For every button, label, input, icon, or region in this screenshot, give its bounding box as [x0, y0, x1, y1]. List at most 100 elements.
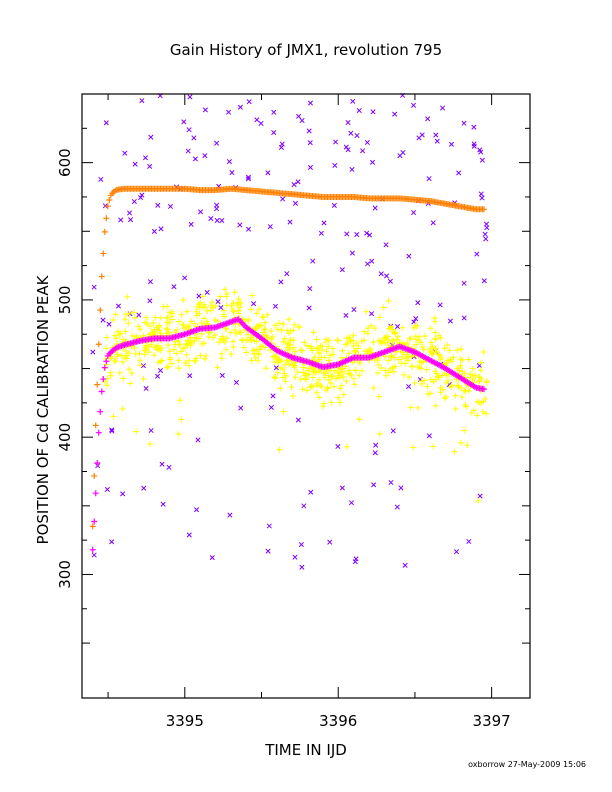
purple-point: [307, 140, 313, 146]
yellow-point: [457, 439, 464, 446]
yellow-point: [336, 399, 343, 406]
purple-point: [109, 539, 115, 545]
yellow-point: [452, 392, 459, 399]
purple-point: [364, 139, 370, 146]
yellow-point: [383, 372, 390, 379]
purple-point: [90, 349, 96, 355]
yellow-point: [462, 388, 469, 395]
yellow-point: [376, 314, 383, 321]
yellow-point: [155, 322, 162, 329]
purple-point: [151, 228, 157, 235]
purple-point: [209, 555, 215, 561]
yellow-point: [432, 368, 439, 375]
purple-point: [138, 195, 144, 201]
chart-title: Gain History of JMX1, revolution 795: [170, 41, 442, 59]
magenta-point: [480, 386, 487, 393]
yellow-point: [217, 293, 224, 300]
yellow-point: [387, 353, 394, 360]
purple-point: [378, 271, 384, 277]
yellow-point: [391, 330, 398, 337]
yellow-point: [350, 375, 357, 382]
yellow-point: [286, 316, 293, 323]
yellow-point: [389, 337, 396, 344]
yellow-point: [315, 344, 322, 351]
purple-point: [202, 107, 208, 113]
yellow-point: [280, 338, 287, 345]
purple-point: [440, 105, 446, 111]
yellow-point: [425, 391, 432, 398]
yellow-point: [196, 310, 203, 317]
yellow-point: [329, 345, 336, 352]
purple-point: [115, 303, 122, 309]
purple-point: [159, 461, 165, 467]
yellow-point: [137, 326, 144, 333]
yellow-point: [235, 295, 242, 302]
yellow-point: [256, 306, 263, 313]
yellow-point: [183, 351, 190, 358]
yellow-point: [124, 293, 131, 300]
yellow-point: [456, 367, 463, 374]
yellow-point: [335, 394, 342, 401]
yellow-point: [247, 334, 254, 341]
yellow-point: [155, 342, 162, 349]
yellow-point: [119, 358, 126, 365]
purple-point: [202, 153, 208, 159]
yellow-point: [158, 344, 165, 351]
yellow-point: [230, 338, 237, 345]
yellow-point: [103, 382, 110, 389]
yellow-point: [233, 330, 240, 337]
yellow-point: [309, 374, 316, 381]
magenta-point: [97, 408, 104, 415]
purple-point: [292, 200, 299, 206]
purple-point: [372, 205, 378, 211]
purple-point: [390, 428, 396, 434]
yellow-point: [209, 299, 216, 306]
purple-point: [461, 315, 467, 321]
purple-point: [332, 162, 338, 169]
yellow-point: [282, 378, 289, 385]
yellow-point: [407, 404, 414, 411]
yellow-point: [454, 347, 461, 354]
orange-series: [89, 185, 487, 530]
purple-point: [139, 192, 145, 198]
yellow-point: [423, 366, 430, 373]
purple-point: [308, 489, 314, 495]
yellow-point: [336, 372, 343, 379]
purple-point: [456, 170, 462, 176]
yellow-point: [410, 324, 417, 331]
yellow-point: [220, 311, 227, 318]
yellow-point: [291, 364, 298, 371]
yellow-point: [253, 338, 260, 345]
yellow-point: [334, 337, 341, 344]
yellow-point: [313, 336, 320, 343]
yellow-point: [353, 339, 360, 346]
yellow-point: [203, 352, 210, 359]
yellow-point: [230, 344, 237, 351]
yellow-point: [307, 384, 314, 391]
yellow-point: [180, 296, 187, 303]
yellow-point: [151, 352, 158, 359]
orange-point: [92, 422, 99, 429]
purple-point: [98, 176, 104, 182]
yellow-point: [131, 314, 138, 321]
yellow-point: [133, 333, 140, 340]
yellow-point: [309, 366, 316, 373]
purple-point: [268, 404, 274, 411]
purple-point: [411, 209, 417, 216]
purple-point: [296, 113, 302, 119]
yellow-point: [435, 373, 442, 380]
yellow-point: [392, 363, 399, 370]
purple-point: [254, 117, 260, 123]
yellow-point: [280, 366, 287, 373]
yellow-point: [483, 410, 490, 417]
plot-area: [89, 92, 490, 570]
purple-point: [208, 215, 214, 222]
yellow-point: [200, 315, 207, 322]
yellow-point: [220, 337, 227, 344]
purple-point: [148, 427, 154, 434]
purple-point: [364, 230, 370, 236]
yellow-point: [446, 347, 453, 354]
orange-point: [100, 250, 107, 257]
yellow-point: [479, 408, 486, 415]
yellow-point: [311, 369, 318, 376]
